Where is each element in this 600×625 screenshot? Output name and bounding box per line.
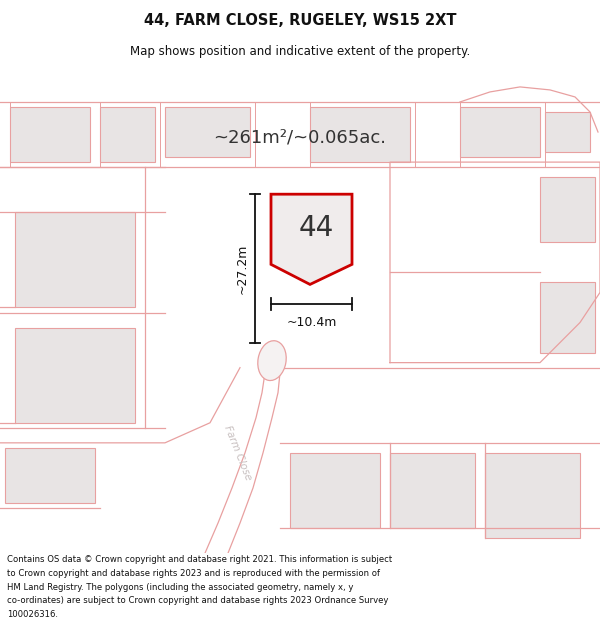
Text: to Crown copyright and database rights 2023 and is reproduced with the permissio: to Crown copyright and database rights 2… [7, 569, 380, 578]
Text: HM Land Registry. The polygons (including the associated geometry, namely x, y: HM Land Registry. The polygons (includin… [7, 582, 353, 592]
Bar [290, 453, 380, 528]
Bar [15, 213, 135, 308]
Text: ~27.2m: ~27.2m [235, 243, 248, 294]
Text: co-ordinates) are subject to Crown copyright and database rights 2023 Ordnance S: co-ordinates) are subject to Crown copyr… [7, 596, 389, 605]
Bar [460, 107, 540, 157]
Ellipse shape [258, 341, 286, 381]
Bar [15, 328, 135, 422]
Text: 100026316.: 100026316. [7, 610, 58, 619]
Bar [310, 107, 410, 162]
Bar [545, 112, 590, 152]
Text: Contains OS data © Crown copyright and database right 2021. This information is : Contains OS data © Crown copyright and d… [7, 555, 392, 564]
Bar [485, 453, 580, 538]
Text: 44, FARM CLOSE, RUGELEY, WS15 2XT: 44, FARM CLOSE, RUGELEY, WS15 2XT [144, 12, 456, 28]
Text: ~261m²/~0.065ac.: ~261m²/~0.065ac. [214, 128, 386, 146]
Text: 44: 44 [299, 214, 334, 243]
Polygon shape [271, 194, 352, 284]
Bar [540, 282, 595, 352]
Bar [390, 453, 475, 528]
Text: ~10.4m: ~10.4m [286, 316, 337, 329]
Bar [5, 448, 95, 503]
Text: Map shows position and indicative extent of the property.: Map shows position and indicative extent… [130, 45, 470, 58]
Bar [540, 177, 595, 242]
Bar [100, 107, 155, 162]
Bar [165, 107, 250, 157]
Text: Farm Close: Farm Close [223, 424, 254, 482]
Bar [10, 107, 90, 162]
